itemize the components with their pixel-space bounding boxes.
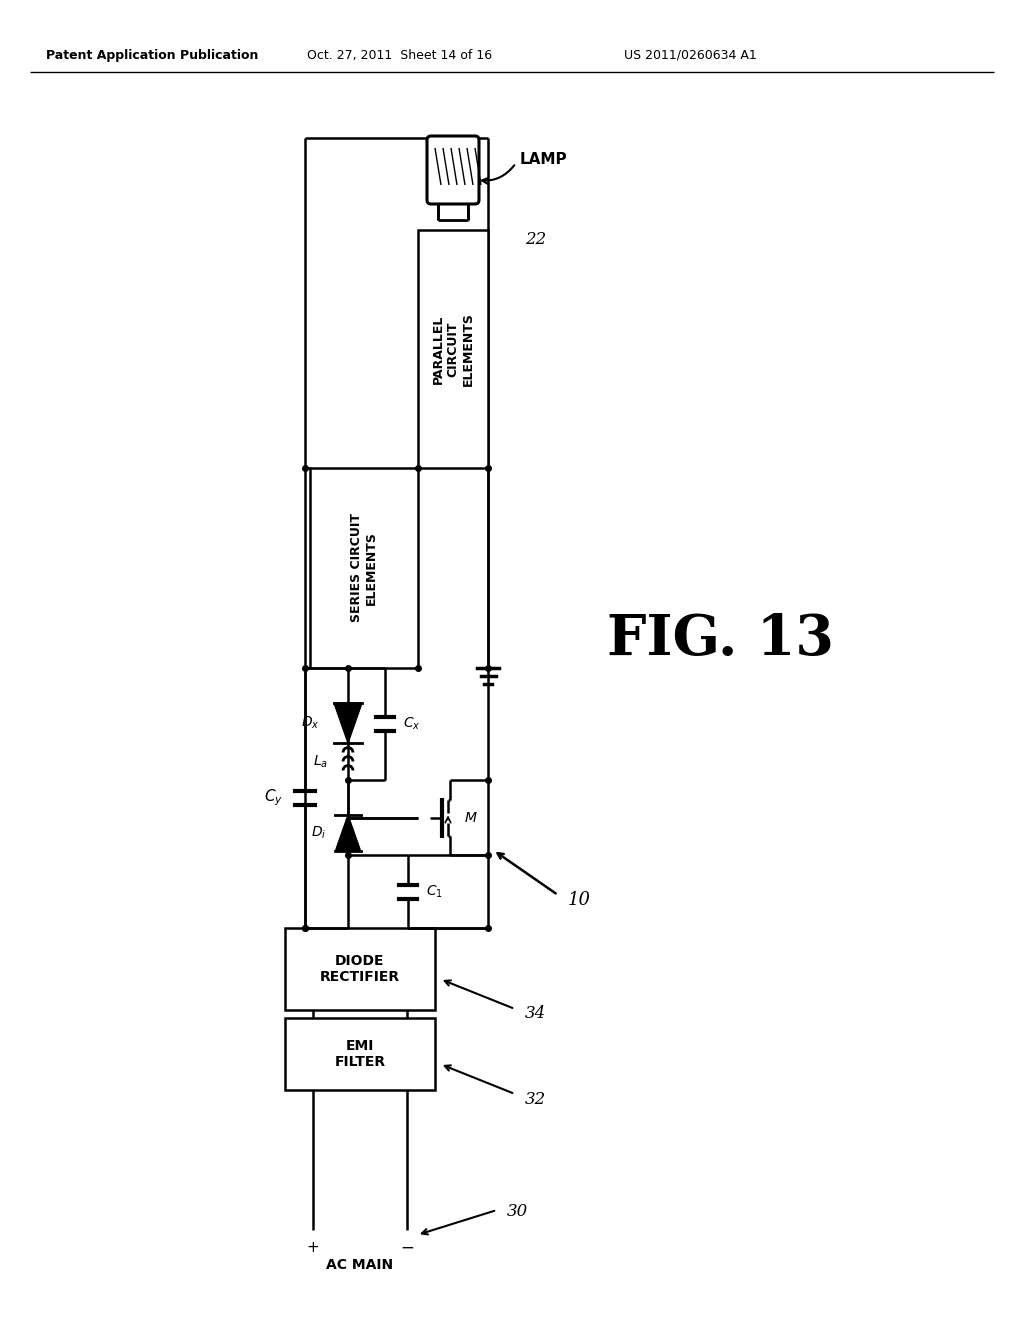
Text: $M$: $M$ [464, 810, 477, 825]
FancyBboxPatch shape [427, 136, 479, 205]
Text: PARALLEL
CIRCUIT
ELEMENTS: PARALLEL CIRCUIT ELEMENTS [431, 312, 474, 385]
Text: 22: 22 [525, 231, 546, 248]
Text: $C_1$: $C_1$ [426, 883, 443, 900]
Text: US 2011/0260634 A1: US 2011/0260634 A1 [624, 49, 757, 62]
Text: Patent Application Publication: Patent Application Publication [46, 49, 258, 62]
Text: SERIES CIRCUIT
ELEMENTS: SERIES CIRCUIT ELEMENTS [350, 513, 378, 623]
Text: Oct. 27, 2011  Sheet 14 of 16: Oct. 27, 2011 Sheet 14 of 16 [307, 49, 493, 62]
Text: LAMP: LAMP [520, 153, 567, 168]
Text: 10: 10 [568, 891, 591, 909]
Bar [285, 1018, 435, 1090]
Text: $D_i$: $D_i$ [310, 825, 326, 841]
Text: −: − [400, 1239, 414, 1257]
Bar [285, 928, 435, 1010]
Text: AC MAIN: AC MAIN [327, 1258, 393, 1272]
Text: FIG. 13: FIG. 13 [606, 612, 834, 668]
Text: +: + [306, 1241, 319, 1255]
Text: $L_a$: $L_a$ [313, 754, 328, 770]
Text: $C_x$: $C_x$ [403, 715, 421, 733]
Text: $C_y$: $C_y$ [264, 788, 283, 808]
Polygon shape [336, 814, 360, 851]
Text: DIODE
RECTIFIER: DIODE RECTIFIER [319, 954, 400, 985]
Bar [310, 469, 418, 668]
Text: 30: 30 [507, 1204, 528, 1221]
Polygon shape [334, 704, 362, 743]
Text: EMI
FILTER: EMI FILTER [335, 1039, 386, 1069]
Bar [418, 230, 488, 469]
Text: $D_x$: $D_x$ [301, 715, 319, 731]
Text: 34: 34 [525, 1006, 546, 1023]
Text: 32: 32 [525, 1090, 546, 1107]
